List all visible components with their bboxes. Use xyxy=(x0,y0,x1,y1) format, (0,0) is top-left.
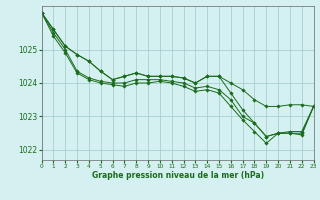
X-axis label: Graphe pression niveau de la mer (hPa): Graphe pression niveau de la mer (hPa) xyxy=(92,171,264,180)
